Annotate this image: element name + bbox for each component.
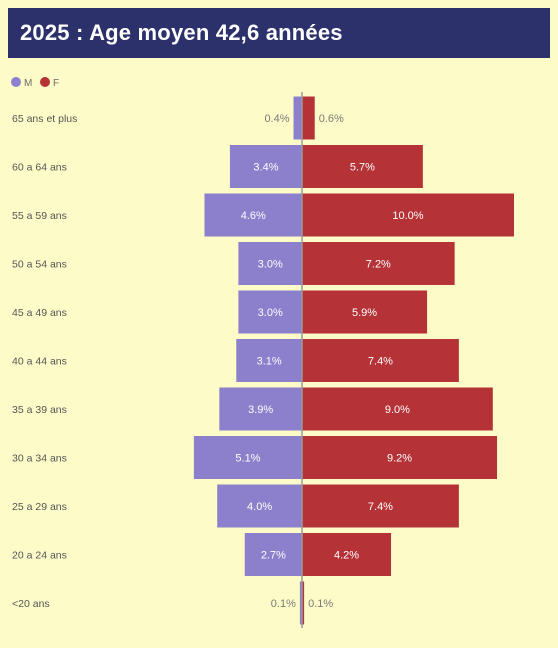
- data-label-m: 3.0%: [258, 307, 283, 319]
- data-label-m: 3.0%: [258, 259, 283, 271]
- bar-f: [302, 581, 305, 625]
- data-label-m: 4.0%: [247, 501, 272, 513]
- data-label-f: 0.1%: [308, 598, 333, 610]
- bar-m: [293, 96, 302, 140]
- legend-label-m: M: [24, 78, 32, 89]
- data-label-m: 5.1%: [235, 453, 260, 465]
- bar-m: [299, 581, 302, 625]
- bar-f: [302, 290, 428, 334]
- category-label: 30 a 34 ans: [12, 453, 67, 465]
- data-label-f: 10.0%: [392, 210, 423, 222]
- category-label: 25 a 29 ans: [12, 501, 67, 513]
- data-label-f: 5.9%: [352, 307, 377, 319]
- legend-swatch-m: [11, 77, 21, 87]
- category-label: 40 a 44 ans: [12, 356, 67, 368]
- bar-f: [302, 484, 459, 528]
- data-label-m: 3.4%: [253, 162, 278, 174]
- bar-f: [302, 387, 493, 431]
- data-label-m: 3.9%: [248, 404, 273, 416]
- data-label-f: 7.4%: [368, 356, 393, 368]
- category-label: <20 ans: [12, 598, 50, 610]
- bar-f: [302, 339, 459, 382]
- bar-m: [244, 533, 302, 576]
- category-label: 20 a 24 ans: [12, 550, 67, 562]
- data-label-m: 2.7%: [261, 550, 286, 562]
- bar-f: [302, 533, 392, 576]
- bar-f: [302, 96, 315, 140]
- data-label-f: 9.0%: [385, 404, 410, 416]
- data-label-m: 0.1%: [271, 598, 296, 610]
- bar-f: [302, 436, 498, 479]
- category-label: 35 a 39 ans: [12, 404, 67, 416]
- legend-swatch-f: [40, 77, 50, 87]
- data-label-f: 4.2%: [334, 550, 359, 562]
- data-label-f: 7.2%: [366, 259, 391, 271]
- bar-m: [193, 436, 302, 479]
- category-label: 50 a 54 ans: [12, 259, 67, 271]
- bar-m: [229, 145, 302, 188]
- chart-title: 2025 : Age moyen 42,6 années: [20, 20, 343, 45]
- data-label-m: 3.1%: [257, 356, 282, 368]
- bar-m: [204, 193, 302, 237]
- title-bar: 2025 : Age moyen 42,6 années: [8, 8, 550, 58]
- data-label-m: 4.6%: [241, 210, 266, 222]
- data-label-f: 9.2%: [387, 453, 412, 465]
- bar-m: [238, 242, 302, 285]
- bar-f: [302, 193, 514, 237]
- category-label: 55 a 59 ans: [12, 210, 67, 222]
- bar-f: [302, 242, 455, 285]
- category-label: 60 a 64 ans: [12, 162, 67, 174]
- category-label: 65 ans et plus: [12, 113, 77, 125]
- bar-m: [217, 484, 302, 528]
- legend-label-f: F: [53, 78, 59, 89]
- data-label-m: 0.4%: [264, 113, 289, 125]
- data-label-f: 7.4%: [368, 501, 393, 513]
- category-label: 45 a 49 ans: [12, 307, 67, 319]
- bar-f: [302, 145, 423, 188]
- data-label-f: 5.7%: [350, 162, 375, 174]
- data-label-f: 0.6%: [319, 113, 344, 125]
- bar-m: [236, 339, 302, 382]
- bar-m: [238, 290, 302, 334]
- bar-m: [219, 387, 302, 431]
